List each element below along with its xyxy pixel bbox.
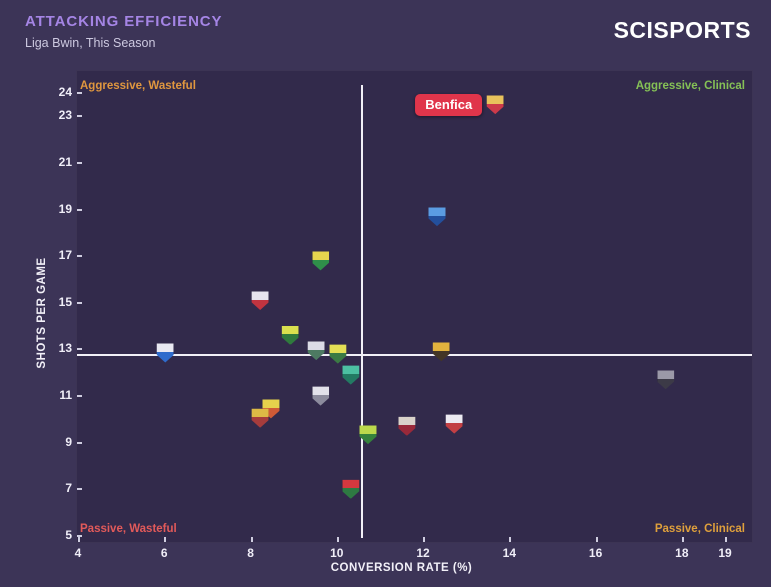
plot-area: Aggressive, Wasteful Aggressive, Clinica… bbox=[76, 70, 753, 543]
y-tick-label: 21 bbox=[58, 154, 72, 169]
y-tick-label: 7 bbox=[65, 481, 72, 496]
y-tick-mark bbox=[77, 395, 82, 398]
team-crest-red-green-icon[interactable] bbox=[342, 479, 360, 499]
y-tick-label: 24 bbox=[58, 85, 72, 99]
team-crest-white-darkgreen-icon[interactable] bbox=[307, 341, 325, 361]
y-tick-mark bbox=[77, 92, 82, 94]
team-crest-gray-dark-icon[interactable] bbox=[657, 370, 675, 390]
x-tick-mark bbox=[509, 537, 512, 542]
x-tick-mark bbox=[250, 537, 253, 542]
y-tick-mark bbox=[77, 441, 82, 444]
y-tick-label: 13 bbox=[58, 341, 72, 356]
team-crest-yellow-green-2-icon[interactable] bbox=[329, 344, 347, 364]
x-tick-label: 18 bbox=[675, 546, 689, 560]
page-subtitle: Liga Bwin, This Season bbox=[25, 36, 156, 50]
quadrant-label-passive-wasteful: Passive, Wasteful bbox=[80, 523, 177, 535]
x-tick-label: 4 bbox=[74, 546, 82, 560]
x-tick-mark bbox=[336, 537, 339, 542]
team-crest-white-gray-icon[interactable] bbox=[312, 386, 330, 406]
y-tick-mark bbox=[77, 161, 82, 164]
y-tick-label: 5 bbox=[65, 528, 72, 542]
y-tick-mark bbox=[77, 208, 82, 211]
x-tick-label: 14 bbox=[502, 546, 517, 560]
x-tick-mark bbox=[78, 537, 80, 542]
team-crest-blue-gold-icon[interactable] bbox=[428, 207, 446, 227]
x-tick-label: 19 bbox=[718, 546, 732, 560]
y-tick-label: 23 bbox=[58, 108, 72, 123]
x-tick-mark bbox=[595, 537, 598, 542]
quadrant-label-aggressive-clinical: Aggressive, Clinical bbox=[635, 80, 745, 92]
x-tick-label: 10 bbox=[330, 546, 344, 560]
page-title: ATTACKING EFFICIENCY bbox=[25, 13, 223, 30]
team-crest-red-white-icon[interactable] bbox=[251, 291, 269, 310]
y-axis-ticks: 5 7 9 11 13 15 17 19 21 23 24 bbox=[28, 70, 72, 543]
y-tick-label: 19 bbox=[58, 201, 72, 216]
x-tick-label: 12 bbox=[416, 546, 430, 560]
y-axis-title: SHOTS PER GAME bbox=[36, 257, 48, 369]
team-crest-yellow-black-icon[interactable] bbox=[432, 342, 450, 362]
y-tick-label: 15 bbox=[58, 294, 72, 309]
x-tick-mark bbox=[725, 537, 727, 542]
y-tick-mark bbox=[77, 115, 82, 118]
x-axis-ticks: 4 6 8 10 12 14 16 18 19 bbox=[74, 546, 753, 561]
benfica-label[interactable]: Benfica bbox=[415, 93, 483, 116]
team-crest-blue-white-crown-icon[interactable] bbox=[156, 343, 174, 363]
team-crest-teal-icon[interactable] bbox=[342, 365, 360, 385]
crosshair-horizontal-line bbox=[77, 354, 752, 357]
x-tick-mark bbox=[164, 537, 167, 542]
x-tick-label: 6 bbox=[160, 546, 168, 560]
y-tick-mark bbox=[77, 301, 82, 304]
crosshair-vertical-line bbox=[360, 85, 363, 538]
y-tick-mark bbox=[77, 535, 82, 537]
quadrant-label-aggressive-wasteful: Aggressive, Wasteful bbox=[80, 80, 196, 92]
y-tick-label: 9 bbox=[65, 434, 72, 449]
team-crest-lime-green-icon[interactable] bbox=[359, 425, 377, 445]
team-crest-maroon-cross-icon[interactable] bbox=[398, 416, 416, 436]
x-tick-mark bbox=[681, 537, 684, 542]
x-axis-title: CONVERSION RATE (%) bbox=[330, 562, 473, 574]
team-crest-red-white-eagle-icon[interactable] bbox=[486, 95, 504, 115]
team-crest-green-yellow-icon[interactable] bbox=[312, 251, 330, 271]
team-crest-gold-red-icon[interactable] bbox=[251, 408, 269, 428]
team-crest-yellow-green-icon[interactable] bbox=[281, 325, 299, 345]
y-tick-label: 17 bbox=[58, 248, 72, 263]
team-crest-white-red-stripes-icon[interactable] bbox=[445, 414, 463, 434]
y-tick-mark bbox=[77, 488, 82, 491]
x-tick-label: 16 bbox=[588, 546, 603, 560]
y-tick-mark bbox=[77, 255, 82, 258]
y-tick-mark bbox=[77, 348, 82, 351]
x-tick-label: 8 bbox=[247, 546, 254, 560]
y-tick-label: 11 bbox=[59, 388, 72, 403]
quadrant-label-passive-clinical: Passive, Clinical bbox=[654, 523, 745, 535]
scisports-logo: SCISPORTS bbox=[613, 17, 751, 43]
x-tick-mark bbox=[423, 537, 426, 542]
